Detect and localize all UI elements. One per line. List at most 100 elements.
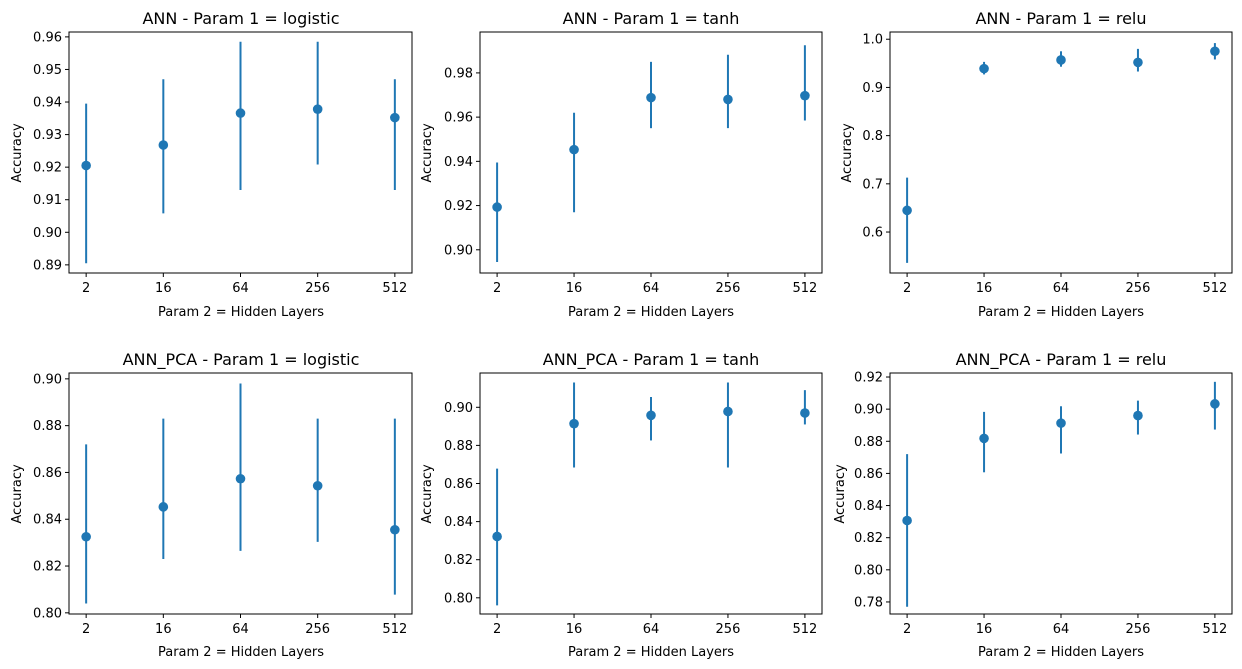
axes-frame bbox=[479, 372, 823, 615]
x-tick-label: 64 bbox=[232, 281, 249, 296]
y-tick-label: 0.80 bbox=[854, 563, 883, 578]
y-tick-label: 0.84 bbox=[854, 499, 883, 514]
y-tick-label: 0.82 bbox=[444, 553, 473, 568]
data-point bbox=[81, 531, 91, 542]
subplot-ann-pca-relu: ANN_PCA - Param 1 = relu 0.78 0.80 0.82 0.8… bbox=[833, 350, 1233, 660]
axes-frame bbox=[889, 372, 1233, 615]
data-point bbox=[1133, 57, 1143, 68]
subplot-marks: 0.78 0.80 0.82 0.84 0.86 0.88 0.90 0.92 2 16 64 256… bbox=[854, 371, 1227, 637]
subplot-ann-logistic: ANN - Param 1 = logistic 0.89 0.90 0.91 0.9… bbox=[10, 9, 413, 320]
y-tick-label: 0.91 bbox=[33, 193, 62, 208]
x-tick-label: 16 bbox=[566, 281, 583, 296]
y-tick-label: 0.84 bbox=[444, 515, 473, 530]
y-tick-label: 0.98 bbox=[444, 66, 473, 81]
x-tick-label: 16 bbox=[155, 281, 172, 296]
data-point bbox=[1056, 55, 1066, 65]
data-point bbox=[492, 202, 502, 212]
y-tick-label: 0.8 bbox=[862, 129, 883, 144]
x-tick-label: 256 bbox=[305, 622, 330, 637]
y-tick-label: 0.84 bbox=[33, 513, 62, 528]
subplot-ann-relu: ANN - Param 1 = relu 0.6 0.7 0.8 0.9 1.0 2 16 6… bbox=[840, 9, 1233, 320]
x-tick-label: 16 bbox=[976, 281, 993, 296]
y-tick-label: 0.90 bbox=[33, 226, 62, 241]
data-point bbox=[723, 94, 733, 105]
data-point bbox=[902, 205, 912, 216]
x-tick-label: 64 bbox=[232, 622, 249, 637]
y-tick-label: 0.86 bbox=[444, 477, 473, 492]
data-point bbox=[979, 63, 989, 74]
x-tick-label: 512 bbox=[792, 281, 817, 296]
x-tick-label: 256 bbox=[1126, 281, 1151, 296]
y-tick-label: 0.7 bbox=[862, 177, 883, 192]
y-tick-label: 1.0 bbox=[862, 33, 883, 48]
x-axis-label: Param 2 = Hidden Layers bbox=[158, 645, 324, 660]
y-tick-label: 0.95 bbox=[33, 63, 62, 78]
y-tick-label: 0.96 bbox=[444, 111, 473, 126]
x-axis-label: Param 2 = Hidden Layers bbox=[978, 305, 1144, 320]
x-tick-label: 256 bbox=[716, 281, 741, 296]
subplot-title: ANN_PCA - Param 1 = logistic bbox=[123, 350, 360, 370]
x-axis-label: Param 2 = Hidden Layers bbox=[978, 645, 1144, 660]
y-tick-label: 0.90 bbox=[33, 372, 62, 387]
x-tick-label: 16 bbox=[976, 622, 993, 637]
subplot-title: ANN - Param 1 = relu bbox=[975, 9, 1146, 28]
x-tick-label: 512 bbox=[1202, 622, 1227, 637]
x-tick-label: 512 bbox=[1202, 281, 1227, 296]
x-tick-label: 512 bbox=[382, 281, 407, 296]
data-point bbox=[800, 408, 810, 418]
y-axis-label: Accuracy bbox=[10, 123, 25, 183]
data-point bbox=[569, 144, 579, 155]
subplot-ann-pca-logistic: ANN_PCA - Param 1 = logistic 0.800.820.8… bbox=[10, 350, 413, 660]
y-axis-label: Accuracy bbox=[420, 464, 435, 524]
y-tick-label: 0.90 bbox=[444, 243, 473, 258]
data-point bbox=[800, 90, 810, 101]
x-tick-label: 2 bbox=[493, 281, 501, 296]
data-point bbox=[723, 406, 733, 417]
y-tick-label: 0.94 bbox=[444, 155, 473, 170]
x-tick-label: 256 bbox=[305, 281, 330, 296]
axes-frame bbox=[479, 31, 823, 274]
data-point bbox=[646, 410, 656, 421]
y-tick-label: 0.93 bbox=[33, 128, 62, 143]
data-point bbox=[158, 140, 169, 150]
data-point bbox=[979, 433, 989, 444]
y-tick-label: 0.78 bbox=[854, 595, 883, 610]
y-tick-label: 0.92 bbox=[444, 199, 473, 214]
subplot-ann-pca-tanh: ANN_PCA - Param 1 = tanh 0.800.820.840.8… bbox=[420, 350, 823, 660]
y-tick-label: 0.86 bbox=[33, 466, 62, 481]
x-tick-label: 64 bbox=[1053, 281, 1070, 296]
data-point bbox=[1133, 410, 1143, 421]
data-point bbox=[492, 531, 502, 542]
x-tick-label: 16 bbox=[155, 622, 172, 637]
subplot-marks: 0.80 0.82 0.84 0.86 0.88 0.90 2 16 64 256 512 bbox=[444, 382, 817, 637]
y-tick-label: 0.90 bbox=[444, 401, 473, 416]
data-point bbox=[81, 160, 91, 171]
x-tick-label: 2 bbox=[82, 622, 90, 637]
x-tick-label: 64 bbox=[643, 281, 660, 296]
x-tick-label: 2 bbox=[903, 281, 911, 296]
x-axis-label: Param 2 = Hidden Layers bbox=[158, 305, 324, 320]
subplot-marks: 0.89 0.90 0.91 0.92 0.93 0.94 0.95 0.96 2 16 64 256… bbox=[33, 30, 407, 296]
data-point bbox=[235, 473, 246, 484]
axes-frame bbox=[68, 31, 413, 274]
y-axis-label: Accuracy bbox=[420, 123, 435, 183]
data-point bbox=[312, 480, 323, 491]
y-tick-label: 0.92 bbox=[33, 161, 62, 176]
y-axis-label: Accuracy bbox=[833, 464, 848, 524]
y-tick-label: 0.80 bbox=[33, 606, 62, 621]
y-tick-label: 0.86 bbox=[854, 467, 883, 482]
subplot-title: ANN_PCA - Param 1 = tanh bbox=[543, 350, 760, 370]
x-tick-label: 16 bbox=[566, 622, 583, 637]
data-point bbox=[390, 112, 400, 123]
x-tick-label: 512 bbox=[792, 622, 817, 637]
x-tick-label: 64 bbox=[1053, 622, 1070, 637]
y-tick-label: 0.82 bbox=[854, 531, 883, 546]
subplot-title: ANN - Param 1 = tanh bbox=[563, 9, 740, 28]
data-point bbox=[158, 502, 169, 512]
y-tick-label: 0.92 bbox=[854, 371, 883, 386]
y-tick-label: 0.90 bbox=[854, 403, 883, 418]
data-point bbox=[235, 108, 246, 118]
y-tick-label: 0.96 bbox=[33, 30, 62, 45]
